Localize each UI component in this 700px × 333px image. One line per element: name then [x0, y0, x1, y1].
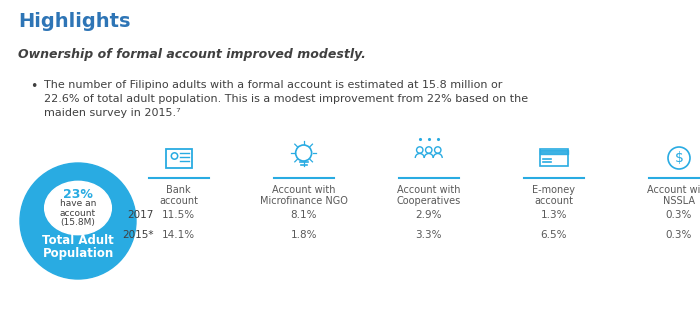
Text: (15.8M): (15.8M)	[61, 217, 95, 226]
Text: account: account	[159, 196, 198, 206]
Ellipse shape	[45, 181, 111, 235]
Text: Microfinance NGO: Microfinance NGO	[260, 196, 348, 206]
Text: E-money: E-money	[533, 185, 575, 195]
Text: maiden survey in 2015.⁷: maiden survey in 2015.⁷	[44, 108, 181, 118]
Text: 23%: 23%	[63, 187, 93, 200]
Text: 0.3%: 0.3%	[666, 210, 692, 220]
Text: The number of Filipino adults with a formal account is estimated at 15.8 million: The number of Filipino adults with a for…	[44, 80, 503, 90]
Text: 8.1%: 8.1%	[290, 210, 317, 220]
Text: have an: have an	[60, 199, 96, 208]
Text: 3.3%: 3.3%	[416, 230, 442, 240]
Text: Highlights: Highlights	[18, 12, 130, 31]
Text: Account with: Account with	[648, 185, 700, 195]
Text: 1.8%: 1.8%	[290, 230, 317, 240]
Text: 11.5%: 11.5%	[162, 210, 195, 220]
Text: account: account	[60, 208, 96, 217]
Text: Account with: Account with	[397, 185, 461, 195]
Text: 22.6% of total adult population. This is a modest improvement from 22% based on : 22.6% of total adult population. This is…	[44, 94, 528, 104]
Text: 0.3%: 0.3%	[666, 230, 692, 240]
Text: Population: Population	[43, 246, 113, 259]
Text: 2017: 2017	[127, 210, 154, 220]
Circle shape	[20, 163, 136, 279]
Text: $: $	[675, 151, 683, 165]
Text: Account with: Account with	[272, 185, 335, 195]
Text: •: •	[30, 80, 37, 93]
Text: 14.1%: 14.1%	[162, 230, 195, 240]
Text: Total Adult: Total Adult	[42, 234, 114, 247]
Text: Cooperatives: Cooperatives	[397, 196, 461, 206]
Text: NSSLA: NSSLA	[663, 196, 695, 206]
Text: 2.9%: 2.9%	[416, 210, 442, 220]
Text: Bank: Bank	[166, 185, 191, 195]
Text: 1.3%: 1.3%	[540, 210, 567, 220]
Text: 6.5%: 6.5%	[540, 230, 567, 240]
Text: 2015*: 2015*	[122, 230, 154, 240]
Text: Ownership of formal account improved modestly.: Ownership of formal account improved mod…	[18, 48, 366, 61]
Text: account: account	[534, 196, 573, 206]
